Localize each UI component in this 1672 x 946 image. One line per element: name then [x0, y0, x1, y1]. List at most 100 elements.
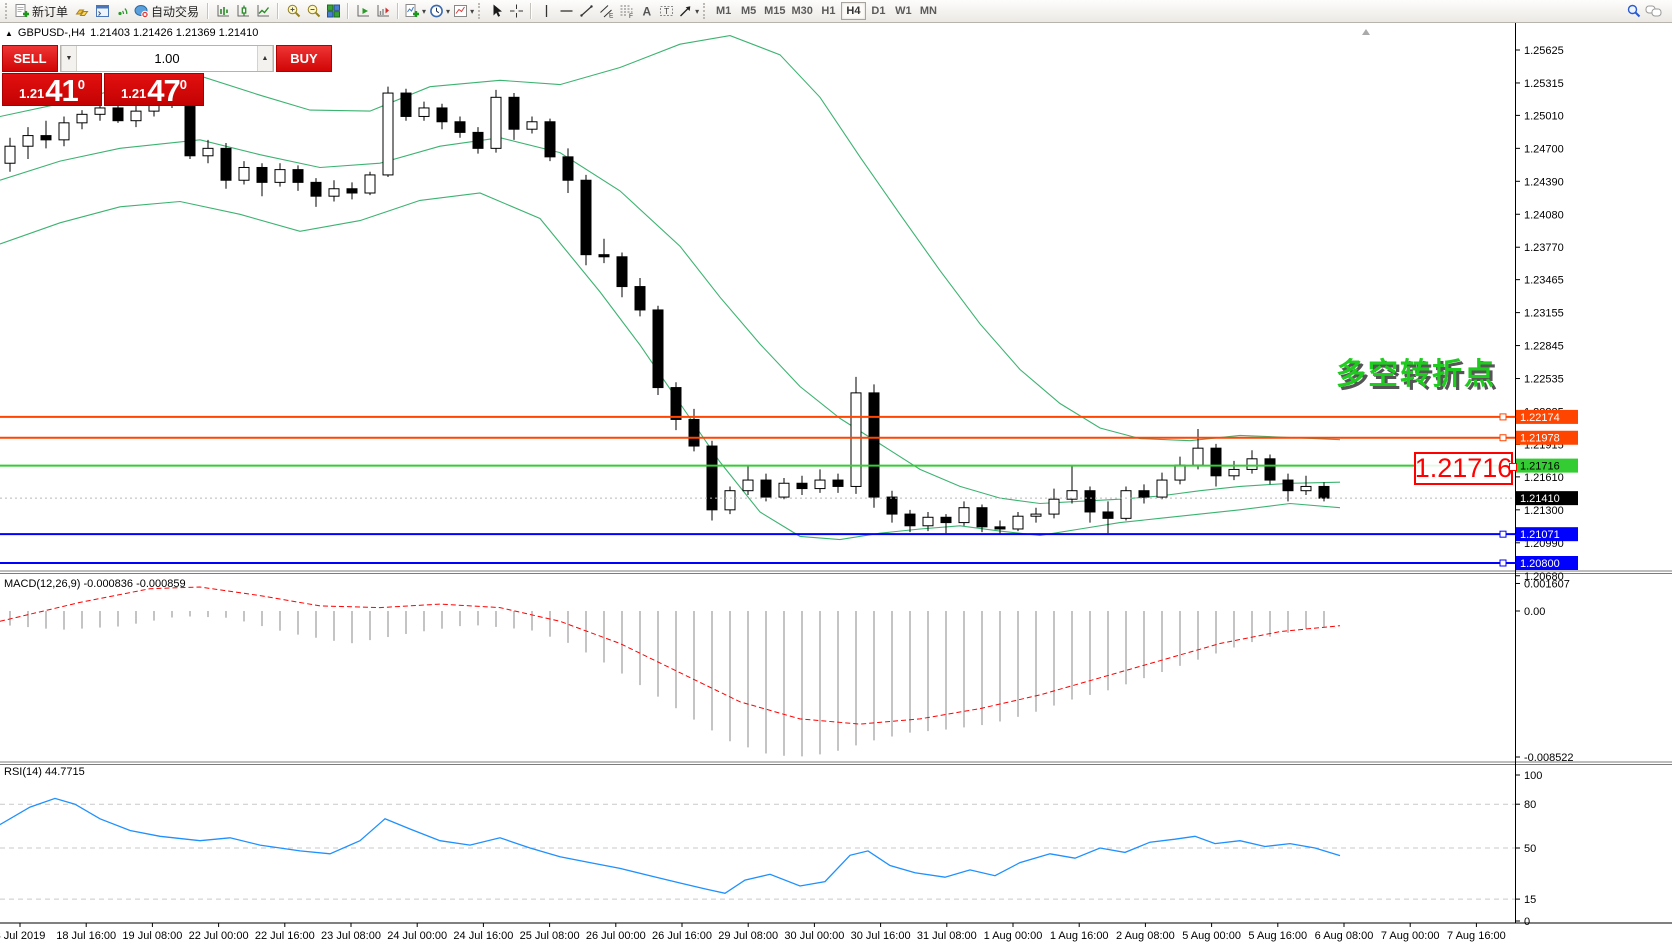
svg-text:T: T [664, 6, 669, 16]
templates-button[interactable]: ▾ [451, 1, 475, 21]
new-order-button[interactable]: 新订单 [13, 1, 72, 21]
candle-body [472, 131, 484, 149]
candle-body [364, 174, 376, 194]
time-axis-label: 23 Jul 08:00 [321, 930, 381, 942]
equidistant-channel-button[interactable]: E [596, 1, 616, 21]
zoom-in-button[interactable] [283, 1, 303, 21]
tile-windows-button[interactable] [323, 1, 343, 21]
time-axis-label: 1 Aug 00:00 [984, 930, 1043, 942]
candle-body [22, 135, 34, 147]
price-callout-annotation[interactable]: 1.21716 [1414, 452, 1513, 485]
trendline-button[interactable] [576, 1, 596, 21]
bar-chart-button[interactable] [213, 1, 233, 21]
sell-button[interactable]: SELL [2, 45, 58, 72]
toolbar-grip [703, 3, 708, 19]
buy-price-sup: 0 [179, 77, 188, 92]
terminal-window-icon [95, 5, 109, 17]
rsi-axis-label: 0 [1524, 916, 1530, 928]
price-tag [1516, 409, 1578, 424]
timeframe-m15[interactable]: M15 [761, 2, 788, 20]
timeframe-h4[interactable]: H4 [840, 2, 866, 20]
timeframe-w1[interactable]: W1 [891, 2, 916, 20]
level-handle[interactable] [1499, 559, 1507, 567]
time-axis-label: 2 Aug 08:00 [1116, 930, 1175, 942]
price-axis-label: 1.25625 [1524, 45, 1564, 57]
level-handle[interactable] [1499, 413, 1507, 421]
timeframe-m5[interactable]: M5 [736, 2, 761, 20]
price-axis-label: 1.24390 [1524, 176, 1564, 188]
cursor-button[interactable] [486, 1, 506, 21]
terminal-window-button[interactable] [92, 1, 112, 21]
time-axis-label: 30 Jul 16:00 [851, 930, 911, 942]
sell-price-display[interactable]: 1.21 41 0 [2, 73, 102, 106]
candle-body [994, 526, 1006, 530]
chat-button[interactable] [1643, 1, 1664, 21]
candle-body [4, 145, 16, 164]
chart-shift-button[interactable] [373, 1, 393, 21]
arrow-objects-button[interactable]: ▾ [676, 1, 700, 21]
vertical-line-button[interactable] [536, 1, 556, 21]
price-tag [1516, 527, 1578, 542]
symbol-info-line: ▲ GBPUSD-,H4 1.21403 1.21426 1.21369 1.2… [5, 27, 258, 39]
search-button[interactable] [1623, 1, 1643, 21]
candle-body [1156, 479, 1168, 498]
bollinger-middle-band [0, 137, 1341, 505]
zoom-out-button[interactable] [303, 1, 323, 21]
chevron-down-icon: ▾ [695, 6, 700, 16]
timeframe-d1[interactable]: D1 [866, 2, 891, 20]
indicators-button[interactable]: ▾ [403, 1, 427, 21]
auto-scroll-button[interactable] [353, 1, 373, 21]
price-tag-label: 1.22174 [1520, 412, 1560, 424]
signal-button[interactable] [112, 1, 132, 21]
price-axis-label: 1.25010 [1524, 110, 1564, 122]
buy-button[interactable]: BUY [276, 45, 332, 72]
volume-input[interactable] [77, 46, 257, 71]
horizontal-line-button[interactable] [556, 1, 576, 21]
timeframe-m30[interactable]: M30 [789, 2, 816, 20]
fibonacci-button[interactable]: F [616, 1, 636, 21]
candle-body [292, 169, 304, 183]
bollinger-lower-band [0, 192, 1341, 541]
candle-chart-button[interactable] [233, 1, 253, 21]
volume-increase-button[interactable]: ▲ [257, 46, 273, 71]
line-chart-button[interactable] [253, 1, 273, 21]
rsi-line [0, 797, 1341, 894]
candle-body [274, 169, 286, 183]
timeframe-h1[interactable]: H1 [816, 2, 841, 20]
price-tag-label: 1.21978 [1520, 433, 1560, 445]
signal-icon [117, 8, 127, 16]
gold-bars-button[interactable] [72, 1, 92, 21]
crosshair-button[interactable] [506, 1, 526, 21]
chart-shift-icon [377, 5, 389, 17]
periods-button[interactable]: ▾ [427, 1, 451, 21]
turning-point-annotation[interactable]: 多空转折点 [1336, 358, 1496, 391]
price-axis-label: 1.22535 [1524, 374, 1564, 386]
collapse-panel-icon[interactable]: ▲ [5, 28, 13, 38]
level-handle[interactable] [1499, 530, 1507, 538]
volume-decrease-button[interactable]: ▼ [61, 46, 77, 71]
time-axis-label: 24 Jul 00:00 [387, 930, 447, 942]
candle-body [454, 121, 466, 133]
price-axis-label: 1.24700 [1524, 143, 1564, 155]
buy-price-display[interactable]: 1.21 47 0 [104, 73, 204, 106]
time-axis-label: 19 Jul 08:00 [122, 930, 182, 942]
macd-indicator-label: MACD(12,26,9) -0.000836 -0.000859 [4, 578, 186, 590]
candle-body [220, 147, 232, 181]
timeframe-m1[interactable]: M1 [711, 2, 736, 20]
candle-body [796, 482, 808, 490]
price-axis-label: 1.21610 [1524, 472, 1564, 484]
macd-values: -0.000836 -0.000859 [83, 578, 186, 590]
price-tag [1516, 491, 1578, 506]
rsi-name: RSI(14) [4, 766, 42, 778]
svg-text:F: F [629, 13, 633, 19]
timeframe-mn[interactable]: MN [916, 2, 941, 20]
autotrade-button[interactable]: 自动交易 [132, 1, 203, 21]
text-label-button[interactable]: T [656, 1, 676, 21]
bollinger-upper-band [0, 35, 1341, 442]
candle-body [1138, 490, 1150, 498]
level-handle[interactable] [1499, 434, 1507, 442]
rsi-axis-label: 80 [1524, 799, 1536, 811]
text-annotation-button[interactable]: A [636, 1, 656, 21]
time-axis-label: 7 Aug 16:00 [1447, 930, 1506, 942]
